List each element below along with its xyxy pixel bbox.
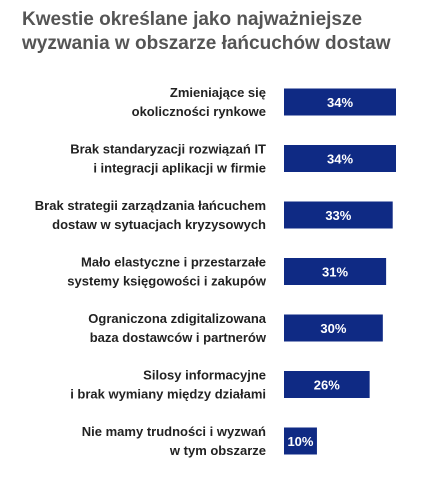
category-label-line: Brak strategii zarządzania łańcuchem: [35, 198, 266, 213]
bar: [284, 145, 396, 172]
category-label-line: baza dostawców i partnerów: [90, 330, 267, 345]
bar: [284, 88, 396, 116]
bar: [284, 314, 383, 342]
bar-value-label: 33%: [325, 208, 351, 223]
bar-row: 30% Ograniczona zdigitalizowana baza dosta…: [88, 311, 383, 345]
bar-row: 33% Brak strategii zarządzania łańcuchem d…: [35, 198, 393, 232]
category-label-line: Zmieniające się: [170, 85, 266, 100]
category-label-line: w tym obszarze: [169, 443, 266, 458]
bar-row: 10% Nie mamy trudności i wyzwań w tym obsz…: [82, 424, 317, 458]
chart-title-line-2: wyzwania w obszarze łańcuchów dostaw: [22, 33, 391, 54]
bar-value-label: 10%: [287, 434, 313, 449]
bar: [284, 258, 387, 285]
bar: [284, 201, 393, 229]
category-label-line: i brak wymiany między działami: [70, 387, 266, 402]
category-label-line: Nie mamy trudności i wyzwań: [82, 424, 266, 439]
category-label-line: dostaw w sytuacjach kryzysowych: [52, 217, 266, 232]
category-label-line: i integracji aplikacji w firmie: [93, 161, 266, 176]
bar-value-label: 34%: [327, 95, 353, 110]
category-label-line: okoliczności rynkowe: [132, 104, 266, 119]
chart-title: Kwestie określane jako najważniejsze wyz…: [22, 8, 412, 56]
bar-row: 26% Silosy informacyjne i brak wymiany mię…: [70, 368, 370, 402]
bar-row: 34% Brak standaryzacji rozwiązań IT i inte…: [70, 142, 396, 176]
category-label-line: systemy księgowości i zakupów: [67, 274, 267, 289]
bar-value-label: 34%: [327, 152, 353, 167]
bar-value-label: 26%: [314, 378, 340, 393]
bar-row: 34% Zmieniające się okoliczności rynkowe: [132, 85, 396, 119]
bar-value-label: 30%: [320, 321, 346, 336]
category-label-line: Mało elastyczne i przestarzałe: [81, 255, 266, 270]
category-label-line: Ograniczona zdigitalizowana: [88, 311, 266, 326]
category-label-line: Brak standaryzacji rozwiązań IT: [70, 142, 266, 157]
chart-title-line-1: Kwestie określane jako najważniejsze: [22, 9, 363, 30]
bar-row: 31% Mało elastyczne i przestarzałe systemy…: [67, 255, 387, 289]
bar: [284, 427, 317, 455]
bar: [284, 371, 370, 398]
bar-value-label: 31%: [322, 265, 348, 280]
category-label-line: Silosy informacyjne: [143, 368, 266, 383]
